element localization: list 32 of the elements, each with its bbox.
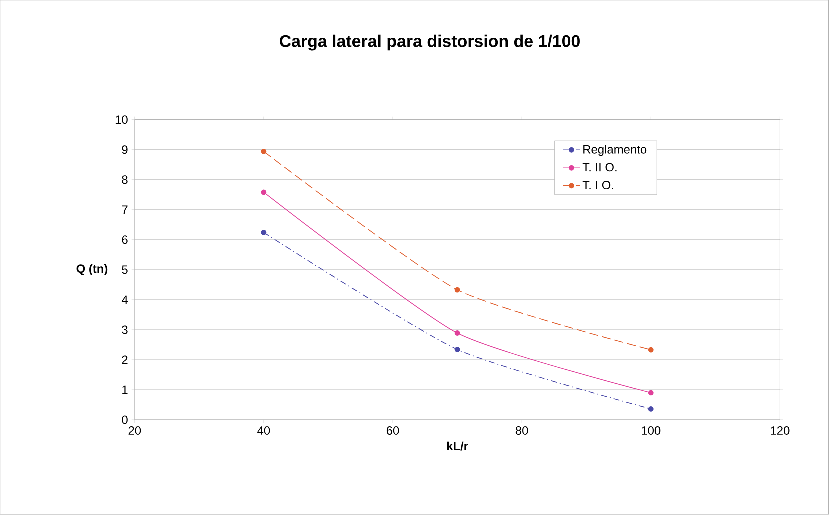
point xyxy=(261,230,267,236)
x-tick-label: 20 xyxy=(128,426,142,436)
y-tick-label: 3 xyxy=(122,326,128,334)
x-tick-label: 60 xyxy=(386,426,400,436)
legend-label: T. I O. xyxy=(582,181,614,190)
y-tick-label: 1 xyxy=(122,386,128,394)
chart-title: Carga lateral para distorsion de 1/100 xyxy=(280,34,580,51)
point xyxy=(454,330,460,336)
point xyxy=(648,406,654,412)
y-tick-label: 6 xyxy=(122,236,128,244)
point xyxy=(648,347,654,353)
y-tick-label: 2 xyxy=(122,356,128,364)
point xyxy=(261,149,267,154)
x-axis-title: kL/r xyxy=(447,442,468,451)
y-tick-label: 7 xyxy=(122,206,128,214)
y-tick-label: 4 xyxy=(122,296,128,304)
y-tick-label: 8 xyxy=(122,176,128,184)
legend-label: Reglamento xyxy=(584,145,647,156)
point xyxy=(261,190,267,196)
y-tick-label: 0 xyxy=(122,416,128,424)
point xyxy=(454,347,460,353)
x-tick-label: 100 xyxy=(642,426,661,436)
point xyxy=(454,287,460,293)
x-tick-label: 120 xyxy=(771,426,790,436)
legend-label: T. II O. xyxy=(582,163,617,172)
y-tick-label: 9 xyxy=(122,146,128,154)
y-tick-label: 10 xyxy=(116,116,128,124)
point xyxy=(648,390,654,396)
y-axis-title: Q (tn) xyxy=(76,264,108,276)
x-tick-label: 80 xyxy=(516,426,528,436)
y-tick-label: 5 xyxy=(122,266,128,274)
x-tick-label: 40 xyxy=(258,426,270,436)
